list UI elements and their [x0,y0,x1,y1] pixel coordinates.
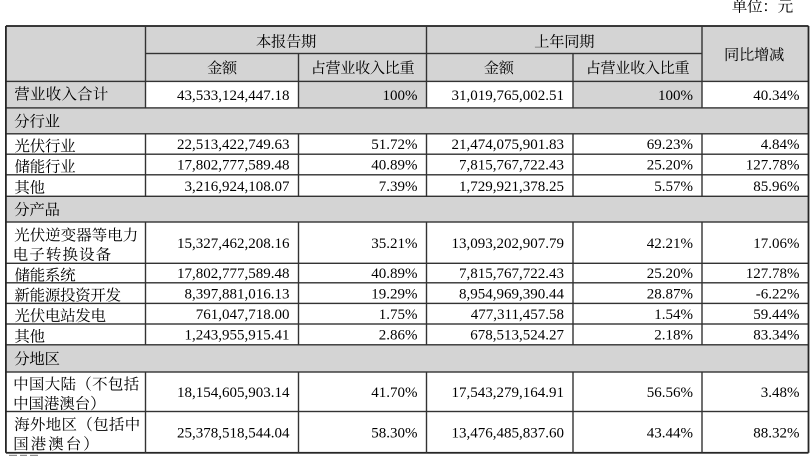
svg-text:35.21%: 35.21% [371,236,417,252]
svg-text:1.75%: 1.75% [379,307,418,323]
svg-text:51.72%: 51.72% [371,137,417,153]
svg-text:100%: 100% [383,88,418,104]
svg-text:7,815,767,722.43: 7,815,767,722.43 [459,158,564,174]
svg-text:13,476,485,837.60: 13,476,485,837.60 [452,425,565,441]
svg-text:85.96%: 85.96% [753,179,799,195]
svg-text:17,802,777,589.48: 17,802,777,589.48 [177,266,290,282]
svg-text:477,311,457.58: 477,311,457.58 [471,307,564,323]
svg-text:25.20%: 25.20% [647,158,693,174]
svg-text:88.32%: 88.32% [753,425,799,441]
svg-text:19.29%: 19.29% [371,286,417,302]
svg-text:59.44%: 59.44% [753,307,799,323]
svg-text:127.78%: 127.78% [746,158,800,174]
svg-text:1,243,955,915.41: 1,243,955,915.41 [185,328,290,344]
svg-text:25.20%: 25.20% [647,266,693,282]
svg-text:7,815,767,722.43: 7,815,767,722.43 [459,266,564,282]
svg-text:58.30%: 58.30% [371,425,417,441]
svg-text:3.48%: 3.48% [761,385,800,401]
svg-text:41.70%: 41.70% [371,385,417,401]
svg-text:21,474,075,901.83: 21,474,075,901.83 [452,137,565,153]
svg-text:2.86%: 2.86% [379,328,418,344]
svg-text:43,533,124,447.18: 43,533,124,447.18 [177,88,290,104]
svg-text:4.84%: 4.84% [761,137,800,153]
svg-text:69.23%: 69.23% [647,137,693,153]
svg-text:100%: 100% [658,88,693,104]
svg-text:1,729,921,378.25: 1,729,921,378.25 [459,179,564,195]
svg-text:5.57%: 5.57% [654,179,693,195]
svg-text:18,154,605,903.14: 18,154,605,903.14 [177,385,290,401]
svg-text:17,543,279,164.91: 17,543,279,164.91 [452,385,565,401]
svg-text:8,397,881,016.13: 8,397,881,016.13 [185,286,290,302]
svg-text:25,378,518,544.04: 25,378,518,544.04 [177,425,290,441]
svg-text:43.44%: 43.44% [647,425,693,441]
svg-text:-6.22%: -6.22% [756,286,800,302]
svg-text:127.78%: 127.78% [746,266,800,282]
svg-text:761,047,718.00: 761,047,718.00 [196,307,290,323]
svg-text:13,093,202,907.79: 13,093,202,907.79 [452,236,565,252]
svg-text:56.56%: 56.56% [647,385,693,401]
svg-text:17.06%: 17.06% [753,236,799,252]
svg-text:15,327,462,208.16: 15,327,462,208.16 [177,236,290,252]
svg-text:3,216,924,108.07: 3,216,924,108.07 [185,179,291,195]
svg-text:678,513,524.27: 678,513,524.27 [470,328,564,344]
svg-text:40.34%: 40.34% [753,88,799,104]
svg-text:1.54%: 1.54% [654,307,693,323]
svg-text:83.34%: 83.34% [753,328,799,344]
svg-text:42.21%: 42.21% [647,236,693,252]
svg-text:8,954,969,390.44: 8,954,969,390.44 [459,286,565,302]
svg-text:22,513,422,749.63: 22,513,422,749.63 [177,137,290,153]
svg-text:7.39%: 7.39% [379,179,418,195]
svg-text:31,019,765,002.51: 31,019,765,002.51 [452,88,565,104]
svg-text:17,802,777,589.48: 17,802,777,589.48 [177,158,290,174]
svg-text:40.89%: 40.89% [371,266,417,282]
svg-text:28.87%: 28.87% [647,286,693,302]
svg-text:40.89%: 40.89% [371,158,417,174]
svg-text:2.18%: 2.18% [654,328,693,344]
